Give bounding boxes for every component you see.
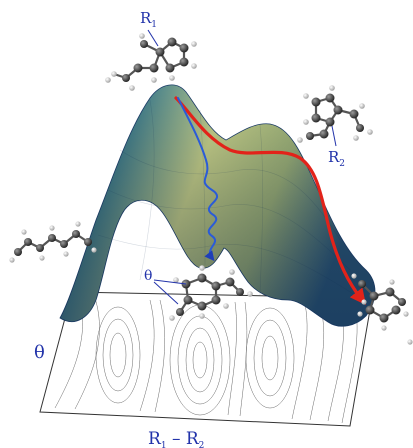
label-theta-axis: θ (34, 342, 45, 363)
label-baseline: R1 – R2 (148, 429, 204, 448)
label-r1: R1 (140, 9, 157, 30)
contour-plane (39, 291, 373, 427)
theta-pointer-lines (153, 279, 187, 305)
reaction-paths (174, 96, 366, 306)
blue-path (177, 97, 219, 262)
molecule-center-icon (169, 265, 253, 321)
molecule-bottom-right-icon (351, 273, 413, 345)
label-r2: R2 (328, 148, 345, 169)
red-path (174, 96, 366, 306)
molecule-top-icon (105, 29, 197, 91)
molecule-right-icon (297, 85, 373, 147)
energy-surface (59, 84, 376, 327)
surface-mesh-lines (97, 99, 356, 296)
label-theta-molecule: θ (144, 268, 152, 284)
surface-shading (60, 84, 375, 327)
contour-lines (54, 297, 358, 424)
molecule-left-chain-icon (9, 221, 97, 263)
